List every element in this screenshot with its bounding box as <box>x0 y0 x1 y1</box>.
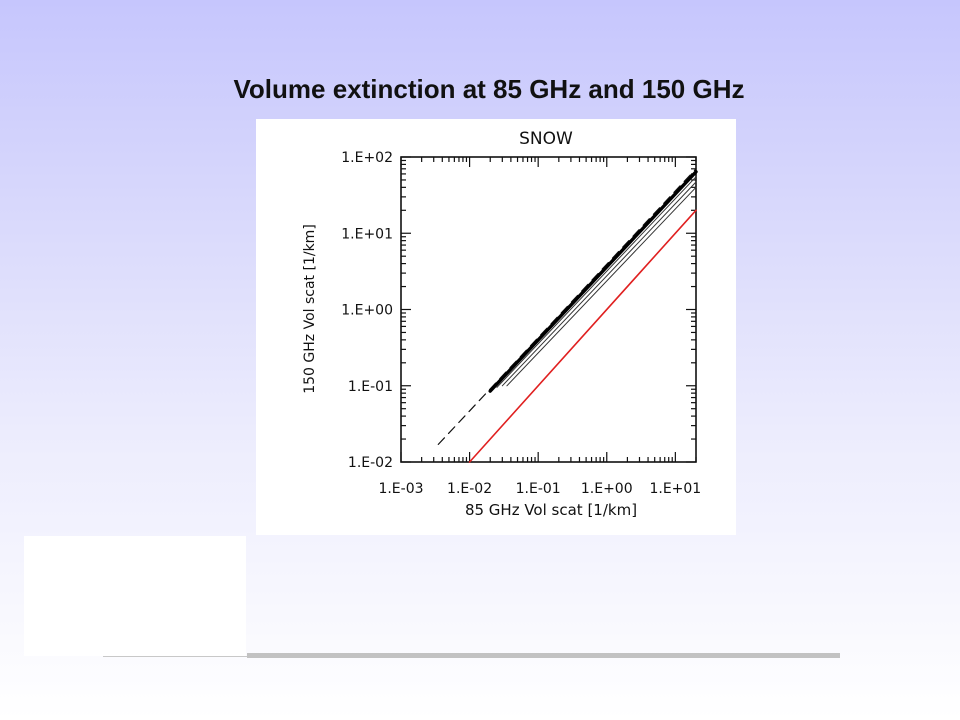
y-tick-label: 1.E+01 <box>341 226 393 242</box>
series-line-thin-3 <box>501 181 697 387</box>
x-tick-label: 1.E+01 <box>649 481 701 497</box>
footer-rule-thin <box>103 656 247 657</box>
plot-frame <box>400 156 697 463</box>
corner-panel <box>24 536 246 656</box>
y-axis-label: 150 GHz Vol scat [1/km] <box>302 224 318 394</box>
chart-title: SNOW <box>519 129 573 149</box>
y-tick-label: 1.E+02 <box>341 150 393 166</box>
x-tick-label: 1.E-01 <box>516 481 561 497</box>
x-tick-labels: 1.E-03 1.E-02 1.E-01 1.E+00 1.E+01 <box>378 481 701 497</box>
series-line-dashed-0 <box>437 168 697 445</box>
y-tick-label: 1.E-01 <box>348 379 393 395</box>
series-line-thin-4 <box>506 186 697 387</box>
series-line-red-5 <box>468 209 697 463</box>
data-series <box>437 168 698 463</box>
series-line-thin-2 <box>496 176 697 388</box>
series-line-thick-1 <box>488 170 698 393</box>
x-axis-label: 85 GHz Vol scat [1/km] <box>465 501 637 519</box>
chart-figure: SNOW 1.E-03 1.E-02 1.E-01 1.E+00 1.E+01 1.E-… <box>256 119 736 535</box>
y-tick-labels: 1.E-02 1.E-01 1.E+00 1.E+01 1.E+02 <box>341 150 393 471</box>
x-tick-label: 1.E+00 <box>581 481 633 497</box>
y-tick-label: 1.E+00 <box>341 303 393 319</box>
snow-chart: SNOW 1.E-03 1.E-02 1.E-01 1.E+00 1.E+01 1.E-… <box>302 129 701 519</box>
slide-title: Volume extinction at 85 GHz and 150 GHz <box>233 74 745 104</box>
y-tick-label: 1.E-02 <box>348 455 393 471</box>
x-tick-label: 1.E-02 <box>447 481 492 497</box>
x-tick-label: 1.E-03 <box>378 481 423 497</box>
footer-rule <box>247 653 840 658</box>
tick-marks <box>400 156 697 463</box>
